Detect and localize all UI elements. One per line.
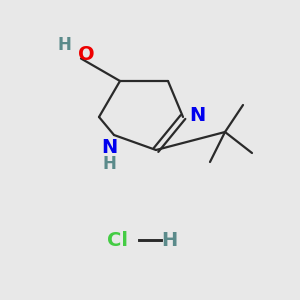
Text: N: N	[190, 106, 206, 125]
Text: H: H	[103, 155, 116, 173]
Text: Cl: Cl	[106, 230, 128, 250]
Text: O: O	[78, 44, 94, 64]
Text: N: N	[101, 138, 118, 157]
Text: H: H	[161, 230, 178, 250]
Text: H: H	[58, 36, 71, 54]
